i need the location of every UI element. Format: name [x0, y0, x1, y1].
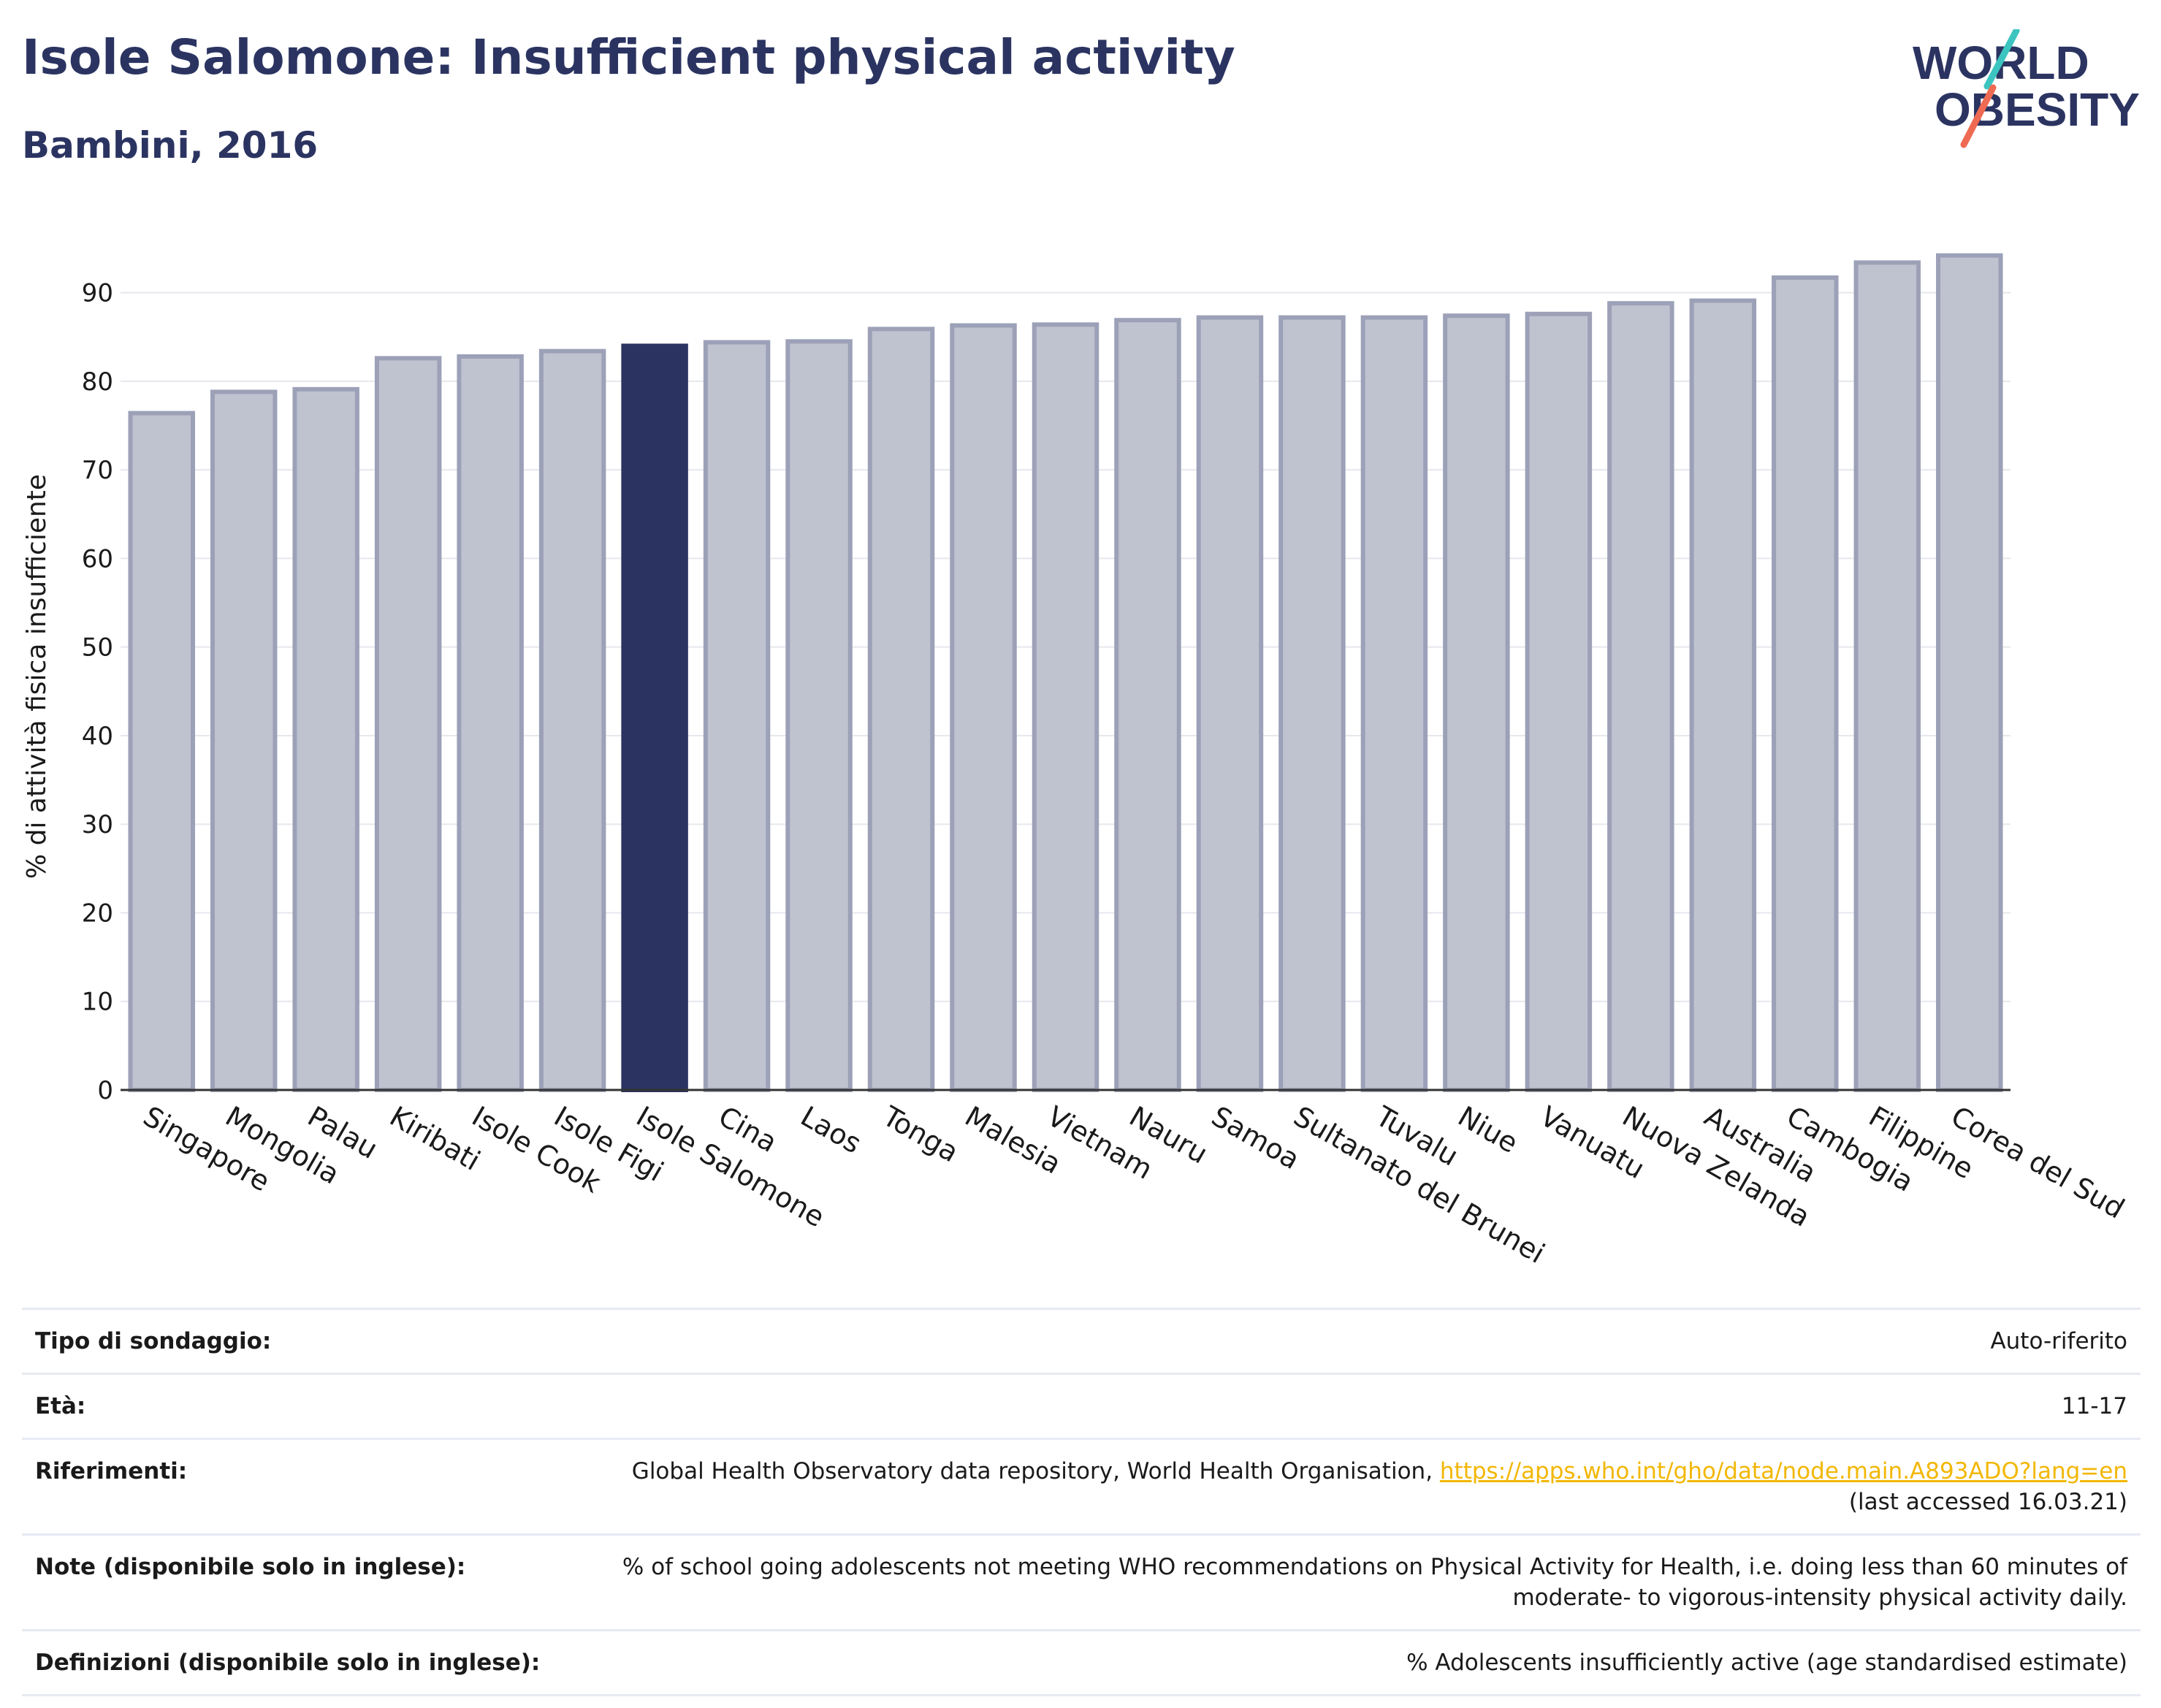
bar-palau [292, 386, 359, 1092]
bar-nauru [1114, 318, 1181, 1092]
meta-row-definitions: Definizioni (disponibile solo in inglese… [22, 1629, 2141, 1696]
y-tick-label: 70 [82, 456, 113, 485]
meta-value: Auto-riferito [1990, 1328, 2127, 1354]
y-tick-label: 0 [97, 1076, 113, 1105]
meta-value: Global Health Observatory data repositor… [632, 1456, 2127, 1517]
y-tick-label: 40 [82, 722, 113, 751]
bar-isole-salomone [621, 343, 688, 1092]
bar-niue [1443, 313, 1510, 1092]
y-tick-label: 20 [82, 899, 113, 928]
y-tick-label: 60 [82, 544, 113, 573]
meta-value: 11-17 [2061, 1393, 2127, 1419]
reference-text: Global Health Observatory data repositor… [631, 1458, 1440, 1484]
meta-value: % Adolescents insufficiently active (age… [1406, 1650, 2127, 1676]
bar-cambogia [1772, 275, 1839, 1092]
bar-isole-figi [538, 348, 606, 1092]
y-tick-label: 10 [82, 988, 113, 1017]
meta-label: Definizioni (disponibile solo in inglese… [35, 1650, 541, 1676]
meta-value: % of school going adolescents not meetin… [622, 1554, 2127, 1611]
y-tick-label: 80 [82, 367, 113, 397]
reference-link[interactable]: https://apps.who.int/gho/data/node.main.… [1439, 1458, 2127, 1484]
logo-slash-teal [1983, 29, 2020, 90]
bar-kiribati [374, 356, 442, 1092]
x-tick-label: Niue [1452, 1100, 1523, 1159]
meta-label: Tipo di sondaggio: [35, 1328, 272, 1354]
y-tick-label: 30 [82, 810, 113, 839]
logo-word-obesity: OBESITY [1935, 83, 2140, 136]
chart-title: Isole Salomone: Insufficient physical ac… [22, 29, 1235, 85]
reference-accessed: (last accessed 16.03.21) [1848, 1489, 2127, 1515]
meta-row-notes: Note (disponibile solo in inglese): % of… [22, 1533, 2141, 1629]
meta-label: Età: [35, 1393, 86, 1419]
y-axis-ticks: 0 10 20 30 40 50 60 70 80 90 [82, 279, 113, 1105]
bar-chart: 0 10 20 30 40 50 60 70 80 90 SingaporeMongoliaPal… [22, 253, 2130, 1270]
y-axis-label: % di attività fisica insufficiente [22, 474, 52, 879]
bar-corea-del-sud [1936, 253, 2003, 1092]
metadata-table: Tipo di sondaggio: Auto-riferito Età: 11… [22, 1308, 2141, 1696]
bar-sultanato-del-brunei [1278, 315, 1346, 1093]
x-tick-label: Laos [796, 1100, 867, 1160]
x-tick-label: Kiribati [384, 1100, 486, 1177]
world-obesity-logo: WORLD OBESITY [1913, 29, 2140, 148]
meta-label: Note (disponibile solo in inglese): [35, 1554, 466, 1580]
bars [128, 253, 2003, 1093]
meta-label: Riferimenti: [35, 1458, 188, 1484]
x-tick-label: Tonga [877, 1099, 964, 1168]
meta-row-survey-type: Tipo di sondaggio: Auto-riferito [22, 1308, 2141, 1373]
y-tick-label: 90 [82, 279, 113, 308]
bar-tuvalu [1360, 315, 1428, 1093]
bar-australia [1689, 298, 1757, 1092]
bar-laos [785, 339, 853, 1093]
bar-tonga [867, 327, 935, 1092]
bar-nuova-zelanda [1607, 301, 1674, 1093]
bar-filippine [1853, 260, 1921, 1092]
meta-row-references: Riferimenti: Global Health Observatory d… [22, 1438, 2141, 1533]
bar-mongolia [210, 389, 278, 1092]
y-tick-label: 50 [82, 633, 113, 663]
bar-cina [703, 340, 771, 1092]
x-tick-label: Samoa [1206, 1100, 1305, 1176]
bar-vietnam [1032, 322, 1099, 1093]
bar-isole-cook [457, 354, 524, 1092]
bar-vanuatu [1525, 311, 1593, 1092]
bar-singapore [128, 411, 195, 1092]
bar-malesia [950, 323, 1017, 1093]
meta-row-age: Età: 11-17 [22, 1373, 2141, 1438]
bar-samoa [1196, 315, 1264, 1093]
logo-slash-coral [1960, 84, 1997, 148]
chart-subtitle: Bambini, 2016 [22, 124, 319, 167]
